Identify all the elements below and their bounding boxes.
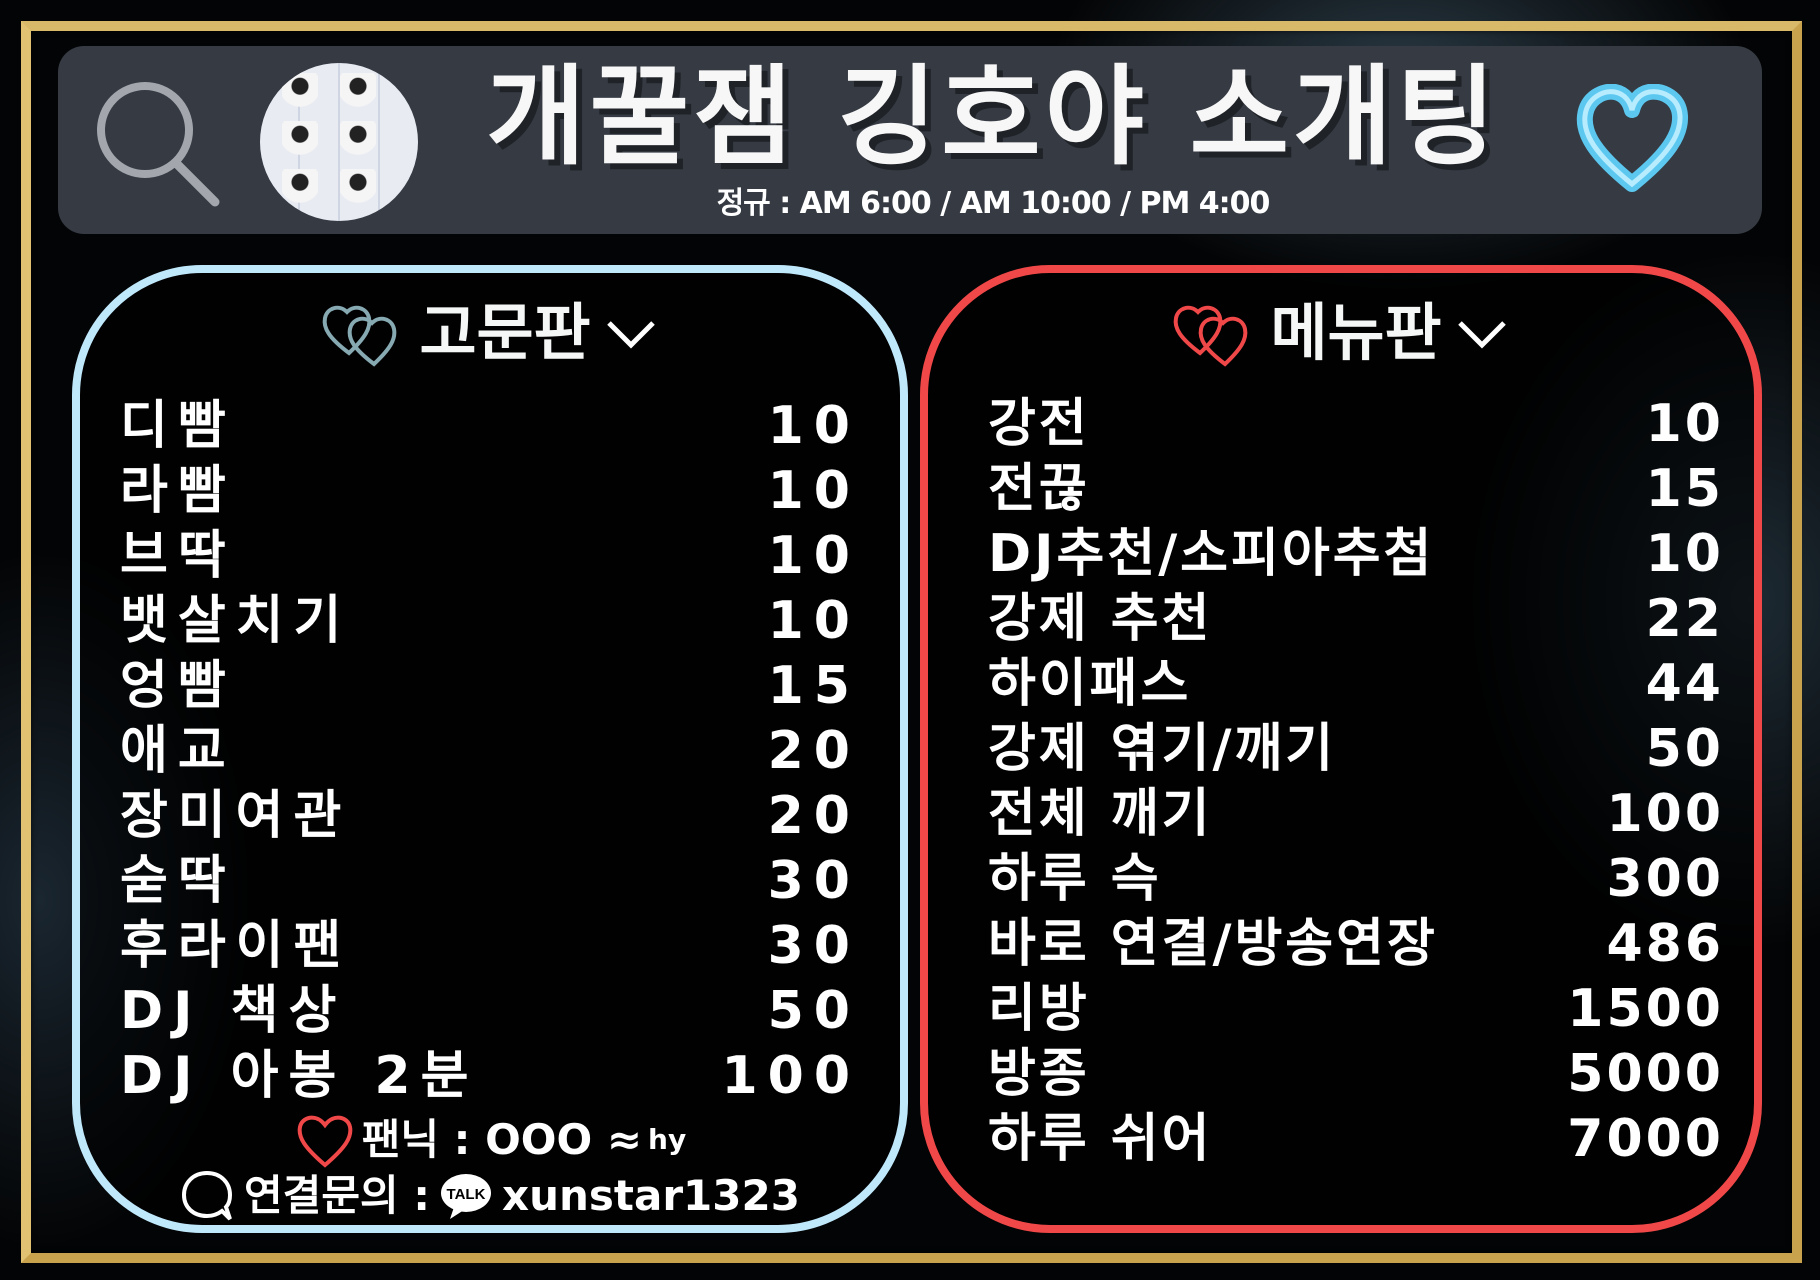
kakaotalk-icon[interactable]: TALK [440, 1173, 492, 1219]
contact-label: 연결문의 : [244, 1171, 431, 1220]
item-name: DJ 책상 [120, 981, 347, 1041]
item-price: 30 [767, 916, 860, 976]
item-name: 애교 [120, 721, 236, 781]
item-price: 50 [1645, 719, 1724, 779]
item-name: 브딱 [120, 526, 236, 586]
item-price: 10 [767, 461, 860, 521]
menu-row: 애교 20 [120, 720, 860, 782]
panel-title: 메뉴판 [1270, 296, 1442, 369]
item-name: 엉빰 [120, 656, 236, 716]
fan-nick-suffix: hy [648, 1123, 687, 1156]
menu-row: 강제 엮기/깨기 50 [988, 718, 1724, 780]
item-price: 50 [767, 981, 860, 1041]
contact-id[interactable]: xunstar1323 [502, 1171, 800, 1220]
contact-line: 연결문의 : TALK xunstar1323 [80, 1169, 900, 1223]
item-price: 486 [1606, 914, 1724, 974]
item-price: 20 [767, 721, 860, 781]
menu-row: 하루 슥 300 [988, 848, 1724, 910]
item-name: 숟딱 [120, 851, 236, 911]
menu-row: 강제 추천 22 [988, 588, 1724, 650]
double-heart-icon [323, 305, 397, 367]
schedule-text: 정규 : AM 6:00 / AM 10:00 / PM 4:00 [716, 186, 1271, 221]
item-name: 리방 [988, 979, 1090, 1039]
item-price: 300 [1606, 849, 1724, 909]
item-price: 30 [767, 851, 860, 911]
item-name: 하루 슥 [988, 849, 1162, 909]
item-price: 10 [767, 526, 860, 586]
menu-row: 방종 5000 [988, 1043, 1724, 1105]
menu-row: 뱃살치기 10 [120, 590, 860, 652]
menu-row: 강전 10 [988, 393, 1724, 455]
item-name: DJ 아봉 2분 [120, 1046, 479, 1106]
menu-row: 숟딱 30 [120, 850, 860, 912]
item-name: 후라이팬 [120, 916, 352, 976]
menu-row: 바로 연결/방송연장 486 [988, 913, 1724, 975]
torture-board-panel: 고문판 디빰 10 라빰 10 브딱 10 뱃살치기 10 엉빰 15 애교 20 장미여관 20 숟딱 30… [72, 265, 908, 1233]
double-heart-icon [1174, 305, 1248, 367]
panel-header[interactable]: 고문판 [80, 293, 900, 373]
item-price: 10 [767, 396, 860, 456]
item-price: 15 [767, 656, 860, 716]
item-name: 전체 깨기 [988, 784, 1213, 844]
item-name: 전끊 [988, 459, 1090, 519]
menu-row: DJ추천/소피아추첨 10 [988, 523, 1724, 585]
item-name: 강전 [988, 394, 1090, 454]
item-price: 22 [1645, 589, 1724, 649]
item-price: 5000 [1567, 1044, 1724, 1104]
fan-nick-label: 팬닉 : OOO ≈ [361, 1115, 643, 1164]
menu-row: 장미여관 20 [120, 785, 860, 847]
menu-row: 하이패스 44 [988, 653, 1724, 715]
item-name: 뱃살치기 [120, 591, 352, 651]
search-icon[interactable] [93, 78, 223, 208]
chevron-down-icon[interactable] [601, 313, 661, 353]
gold-frame [21, 21, 1802, 1263]
menu-row: 디빰 10 [120, 395, 860, 457]
menu-row: 라빰 10 [120, 460, 860, 522]
menu-row: DJ 아봉 2분 100 [120, 1045, 860, 1107]
item-price: 20 [767, 786, 860, 846]
item-name: 하이패스 [988, 654, 1192, 714]
item-name: 장미여관 [120, 786, 352, 846]
fan-nick: 팬닉 : OOO ≈ hy [80, 1115, 900, 1168]
item-name: 강제 엮기/깨기 [988, 719, 1337, 779]
item-price: 100 [721, 1046, 860, 1106]
heart-outline-icon [297, 1115, 353, 1168]
page-title: 개꿀잼 깅호야 소개팅 [486, 55, 1500, 180]
item-name: 하루 쉬어 [988, 1109, 1213, 1169]
item-name: DJ추천/소피아추첨 [988, 524, 1435, 584]
menu-row: 전체 깨기 100 [988, 783, 1724, 845]
item-price: 1500 [1567, 979, 1724, 1039]
menu-row: 하루 쉬어 7000 [988, 1108, 1724, 1170]
panel-header[interactable]: 메뉴판 [928, 293, 1754, 373]
item-price: 10 [767, 591, 860, 651]
menu-row: 리방 1500 [988, 978, 1724, 1040]
item-name: 강제 추천 [988, 589, 1213, 649]
item-price: 10 [1645, 394, 1724, 454]
chat-bubble-icon [182, 1170, 233, 1221]
item-price: 44 [1645, 654, 1724, 714]
menu-row: 전끊 15 [988, 458, 1724, 520]
item-price: 100 [1606, 784, 1724, 844]
item-name: 라빰 [120, 461, 236, 521]
menu-row: 후라이팬 30 [120, 915, 860, 977]
item-price: 15 [1645, 459, 1724, 519]
svg-text:TALK: TALK [447, 1186, 486, 1203]
menu-board-panel: 메뉴판 강전 10 전끊 15 DJ추천/소피아추첨 10 강제 추천 22 하이패스 44 강제 … [920, 265, 1762, 1233]
menu-row: DJ 책상 50 [120, 980, 860, 1042]
panel-title: 고문판 [419, 296, 591, 369]
item-name: 바로 연결/방송연장 [988, 914, 1438, 974]
chevron-down-icon[interactable] [1452, 313, 1512, 353]
item-price: 7000 [1567, 1109, 1724, 1169]
menu-row: 브딱 10 [120, 525, 860, 587]
heart-icon[interactable] [1575, 84, 1690, 194]
item-name: 방종 [988, 1044, 1090, 1104]
menu-row: 엉빰 15 [120, 655, 860, 717]
avatar [260, 63, 418, 221]
item-name: 디빰 [120, 396, 236, 456]
item-price: 10 [1645, 524, 1724, 584]
